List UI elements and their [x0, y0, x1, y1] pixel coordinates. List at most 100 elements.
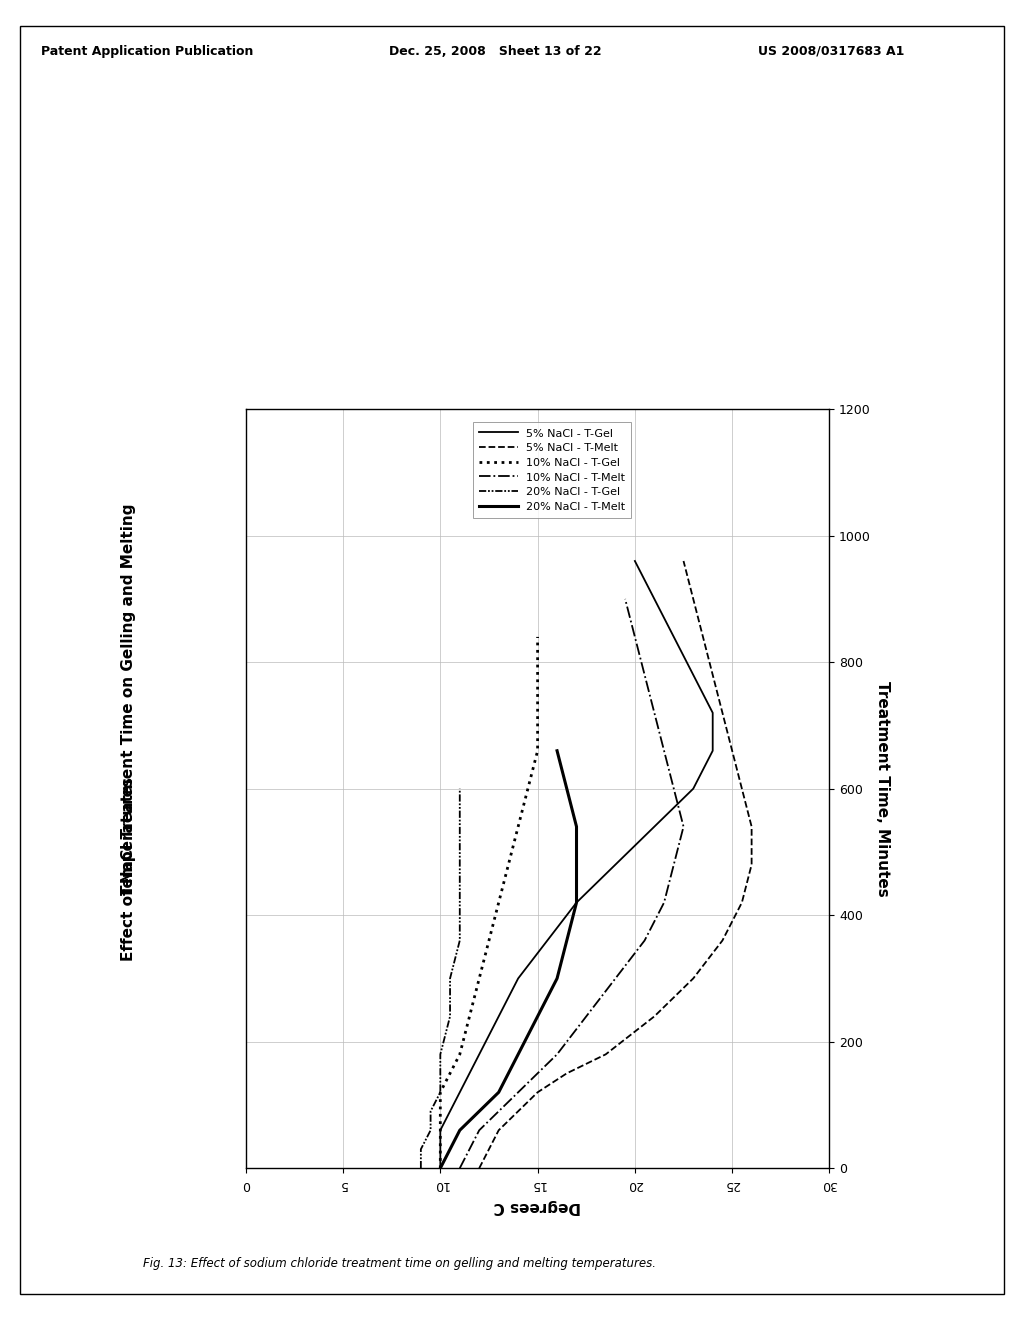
Text: Dec. 25, 2008   Sheet 13 of 22: Dec. 25, 2008 Sheet 13 of 22 [389, 45, 602, 58]
5% NaCl - T-Melt [561, 1065, 573, 1081]
Line: 20% NaCl - T-Gel: 20% NaCl - T-Gel [421, 788, 460, 1168]
20% NaCl - T-Gel [424, 1104, 436, 1119]
10% NaCl - T-Melt [618, 591, 631, 607]
10% NaCl - T-Melt [463, 1142, 475, 1158]
5% NaCl - T-Melt [493, 1122, 505, 1138]
20% NaCl - T-Gel [454, 818, 466, 834]
5% NaCl - T-Melt [473, 1160, 485, 1176]
5% NaCl - T-Melt [707, 667, 719, 682]
10% NaCl - T-Gel [434, 1085, 446, 1101]
5% NaCl - T-Gel [444, 1104, 457, 1119]
10% NaCl - T-Melt [580, 1008, 592, 1024]
5% NaCl - T-Gel [648, 591, 660, 607]
20% NaCl - T-Gel [444, 970, 457, 986]
20% NaCl - T-Gel [434, 1065, 446, 1081]
20% NaCl - T-Gel [415, 1160, 427, 1176]
5% NaCl - T-Gel [609, 857, 622, 873]
5% NaCl - T-Melt [678, 553, 690, 569]
20% NaCl - T-Melt [512, 1047, 524, 1063]
5% NaCl - T-Gel [434, 1160, 446, 1176]
5% NaCl - T-Gel [512, 970, 524, 986]
Line: 10% NaCl - T-Melt: 10% NaCl - T-Melt [460, 599, 684, 1168]
10% NaCl - T-Melt [551, 1047, 563, 1063]
20% NaCl - T-Melt [434, 1160, 446, 1176]
20% NaCl - T-Melt [531, 1008, 544, 1024]
10% NaCl - T-Gel [444, 1065, 457, 1081]
5% NaCl - T-Melt [726, 743, 738, 759]
10% NaCl - T-Melt [609, 970, 622, 986]
20% NaCl - T-Melt [473, 1104, 485, 1119]
5% NaCl - T-Melt [687, 591, 699, 607]
5% NaCl - T-Melt [745, 818, 758, 834]
20% NaCl - T-Melt [454, 1122, 466, 1138]
5% NaCl - T-Gel [434, 1142, 446, 1158]
10% NaCl - T-Melt [657, 743, 670, 759]
20% NaCl - T-Gel [454, 780, 466, 796]
10% NaCl - T-Gel [434, 1160, 446, 1176]
20% NaCl - T-Gel [454, 857, 466, 873]
5% NaCl - T-Melt [696, 628, 709, 644]
5% NaCl - T-Gel [687, 667, 699, 682]
10% NaCl - T-Melt [473, 1122, 485, 1138]
5% NaCl - T-Melt [735, 895, 748, 911]
Text: Temperatures: Temperatures [121, 776, 135, 895]
10% NaCl - T-Melt [678, 818, 690, 834]
5% NaCl - T-Melt [648, 1008, 660, 1024]
10% NaCl - T-Gel [463, 1008, 475, 1024]
10% NaCl - T-Gel [483, 932, 496, 948]
20% NaCl - T-Melt [561, 780, 573, 796]
10% NaCl - T-Gel [531, 667, 544, 682]
10% NaCl - T-Gel [502, 857, 514, 873]
10% NaCl - T-Melt [639, 932, 651, 948]
5% NaCl - T-Gel [493, 1008, 505, 1024]
20% NaCl - T-Gel [434, 1047, 446, 1063]
5% NaCl - T-Gel [687, 780, 699, 796]
10% NaCl - T-Melt [493, 1104, 505, 1119]
10% NaCl - T-Melt [639, 667, 651, 682]
10% NaCl - T-Melt [512, 1085, 524, 1101]
10% NaCl - T-Gel [521, 780, 535, 796]
20% NaCl - T-Melt [570, 895, 583, 911]
5% NaCl - T-Gel [629, 553, 641, 569]
5% NaCl - T-Melt [735, 780, 748, 796]
Line: 5% NaCl - T-Melt: 5% NaCl - T-Melt [479, 561, 752, 1168]
20% NaCl - T-Melt [551, 970, 563, 986]
10% NaCl - T-Melt [657, 895, 670, 911]
10% NaCl - T-Gel [434, 1122, 446, 1138]
5% NaCl - T-Gel [434, 1122, 446, 1138]
5% NaCl - T-Melt [717, 932, 729, 948]
Text: Patent Application Publication: Patent Application Publication [41, 45, 253, 58]
5% NaCl - T-Melt [717, 705, 729, 721]
5% NaCl - T-Gel [541, 932, 553, 948]
10% NaCl - T-Gel [434, 1104, 446, 1119]
5% NaCl - T-Gel [570, 895, 583, 911]
Text: Effect of NaCl Treatment Time on Gelling and Melting: Effect of NaCl Treatment Time on Gelling… [121, 504, 135, 961]
10% NaCl - T-Gel [434, 1142, 446, 1158]
10% NaCl - T-Gel [531, 705, 544, 721]
20% NaCl - T-Melt [570, 857, 583, 873]
5% NaCl - T-Gel [668, 628, 680, 644]
5% NaCl - T-Melt [483, 1142, 496, 1158]
10% NaCl - T-Gel [531, 628, 544, 644]
Y-axis label: Treatment Time, Minutes: Treatment Time, Minutes [876, 681, 891, 896]
20% NaCl - T-Gel [444, 1008, 457, 1024]
5% NaCl - T-Melt [512, 1104, 524, 1119]
10% NaCl - T-Melt [454, 1160, 466, 1176]
5% NaCl - T-Melt [599, 1047, 611, 1063]
Text: US 2008/0317683 A1: US 2008/0317683 A1 [758, 45, 904, 58]
X-axis label: Degrees C: Degrees C [494, 1200, 582, 1214]
10% NaCl - T-Gel [512, 818, 524, 834]
Text: Fig. 13: Effect of sodium chloride treatment time on gelling and melting tempera: Fig. 13: Effect of sodium chloride treat… [143, 1257, 656, 1270]
10% NaCl - T-Gel [454, 1047, 466, 1063]
20% NaCl - T-Gel [434, 1085, 446, 1101]
5% NaCl - T-Melt [687, 970, 699, 986]
10% NaCl - T-Melt [629, 628, 641, 644]
5% NaCl - T-Gel [454, 1085, 466, 1101]
10% NaCl - T-Gel [473, 970, 485, 986]
20% NaCl - T-Gel [454, 932, 466, 948]
20% NaCl - T-Melt [570, 818, 583, 834]
Line: 20% NaCl - T-Melt: 20% NaCl - T-Melt [440, 751, 577, 1168]
5% NaCl - T-Gel [473, 1047, 485, 1063]
20% NaCl - T-Gel [454, 895, 466, 911]
10% NaCl - T-Melt [668, 780, 680, 796]
